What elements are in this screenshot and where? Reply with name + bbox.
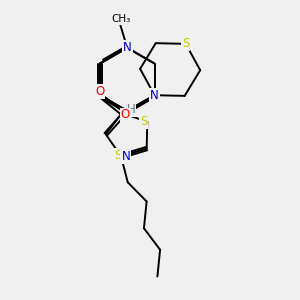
Text: O: O	[121, 109, 130, 122]
Text: S: S	[115, 149, 122, 162]
Text: N: N	[122, 150, 130, 163]
Text: N: N	[123, 41, 132, 54]
Text: S: S	[140, 115, 147, 128]
Text: O: O	[95, 85, 104, 98]
Text: S: S	[182, 37, 189, 50]
Text: H: H	[127, 103, 135, 116]
Text: CH₃: CH₃	[112, 14, 131, 24]
Text: N: N	[150, 89, 159, 102]
